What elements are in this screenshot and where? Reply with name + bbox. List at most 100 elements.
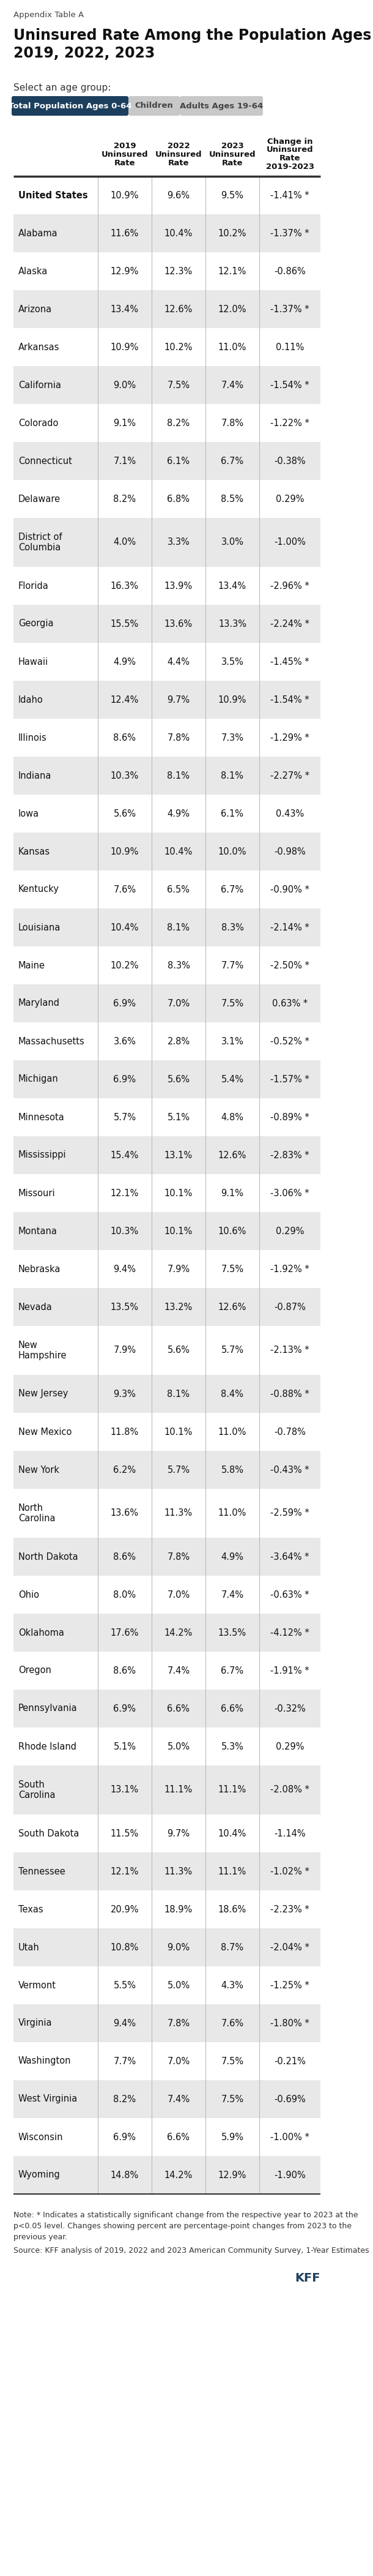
Text: Uninsured: Uninsured [266, 147, 313, 155]
Text: 7.3%: 7.3% [221, 734, 244, 742]
Bar [13, 175, 320, 214]
Bar [13, 252, 320, 291]
Text: 8.2%: 8.2% [113, 2094, 136, 2105]
Bar [13, 1613, 320, 1651]
Text: 5.4%: 5.4% [221, 1074, 244, 1084]
Bar [13, 443, 320, 479]
Text: -1.54% *: -1.54% * [270, 381, 309, 389]
Bar [13, 1538, 320, 1577]
Text: Illinois: Illinois [18, 734, 47, 742]
Text: 2.8%: 2.8% [167, 1036, 190, 1046]
Text: 11.0%: 11.0% [218, 343, 247, 353]
Text: 11.3%: 11.3% [164, 1868, 192, 1875]
Text: 10.4%: 10.4% [218, 1829, 247, 1839]
Text: -1.00%: -1.00% [274, 538, 306, 546]
Text: 14.8%: 14.8% [111, 2172, 139, 2179]
Text: Minnesota: Minnesota [18, 1113, 65, 1121]
Text: 6.7%: 6.7% [221, 456, 244, 466]
Bar [13, 1288, 320, 1327]
Text: 0.29%: 0.29% [276, 1741, 304, 1752]
Text: 5.6%: 5.6% [113, 809, 136, 819]
Text: New York: New York [18, 1466, 59, 1473]
Text: Total Population Ages 0-64: Total Population Ages 0-64 [9, 103, 132, 111]
Bar [13, 518, 320, 567]
Text: 6.8%: 6.8% [167, 495, 190, 502]
Text: Children: Children [135, 103, 173, 111]
Text: -1.25% *: -1.25% * [270, 1981, 309, 1989]
Text: Connecticut: Connecticut [18, 456, 72, 466]
Text: 12.6%: 12.6% [218, 1303, 247, 1311]
Text: -1.91% *: -1.91% * [270, 1667, 309, 1674]
Bar [13, 2117, 320, 2156]
Text: 13.1%: 13.1% [111, 1785, 139, 1795]
Text: Rate: Rate [222, 160, 243, 167]
Text: 4.3%: 4.3% [221, 1981, 244, 1989]
Text: 5.0%: 5.0% [167, 1741, 190, 1752]
Text: 13.1%: 13.1% [164, 1151, 192, 1159]
Text: Uninsured Rate Among the Population Ages 0-64 by State,
2019, 2022, 2023: Uninsured Rate Among the Population Ages… [13, 28, 373, 59]
Text: -0.90% *: -0.90% * [270, 886, 309, 894]
Text: -2.83% *: -2.83% * [270, 1151, 309, 1159]
Text: -2.08% *: -2.08% * [270, 1785, 309, 1795]
Bar [13, 1376, 320, 1412]
Bar [13, 1765, 320, 1814]
Text: 14.2%: 14.2% [164, 2172, 193, 2179]
Bar [13, 366, 320, 404]
Bar [13, 1061, 320, 1097]
Bar [13, 984, 320, 1023]
Text: 4.9%: 4.9% [167, 809, 190, 819]
Text: 8.1%: 8.1% [167, 1388, 190, 1399]
Text: 9.0%: 9.0% [113, 381, 136, 389]
Text: -1.41% *: -1.41% * [270, 191, 309, 201]
Text: 8.5%: 8.5% [221, 495, 244, 502]
Bar [13, 1097, 320, 1136]
Text: 5.6%: 5.6% [167, 1074, 190, 1084]
Text: 9.5%: 9.5% [221, 191, 244, 201]
Text: -1.02% *: -1.02% * [270, 1868, 309, 1875]
Text: 9.1%: 9.1% [113, 417, 136, 428]
Text: South Dakota: South Dakota [18, 1829, 79, 1839]
Text: Kentucky: Kentucky [18, 886, 59, 894]
Bar [13, 214, 320, 252]
Text: -0.21%: -0.21% [274, 2056, 306, 2066]
Bar [13, 2081, 320, 2117]
Text: 10.2%: 10.2% [164, 343, 193, 353]
Text: 20.9%: 20.9% [110, 1904, 139, 1914]
Text: 3.1%: 3.1% [221, 1036, 244, 1046]
Bar [13, 404, 320, 443]
Text: Missouri: Missouri [18, 1188, 56, 1198]
Text: 7.7%: 7.7% [221, 961, 244, 971]
Text: 4.0%: 4.0% [113, 538, 136, 546]
FancyBboxPatch shape [128, 95, 180, 116]
Bar [13, 567, 320, 605]
Text: 7.0%: 7.0% [167, 1589, 190, 1600]
Text: 10.1%: 10.1% [164, 1427, 193, 1437]
Text: 8.3%: 8.3% [167, 961, 190, 971]
Text: 7.1%: 7.1% [113, 456, 136, 466]
Text: 8.1%: 8.1% [167, 770, 190, 781]
Text: 7.8%: 7.8% [221, 417, 244, 428]
Text: New Mexico: New Mexico [18, 1427, 72, 1437]
Text: -0.43% *: -0.43% * [270, 1466, 309, 1473]
Text: -2.13% *: -2.13% * [270, 1345, 309, 1355]
Text: Louisiana: Louisiana [18, 922, 61, 933]
Text: 13.3%: 13.3% [218, 618, 247, 629]
Bar [13, 1175, 320, 1213]
Text: -1.54% *: -1.54% * [270, 696, 309, 703]
Text: 8.2%: 8.2% [113, 495, 136, 502]
Text: Colorado: Colorado [18, 417, 58, 428]
Bar [13, 1136, 320, 1175]
Text: 9.4%: 9.4% [113, 1265, 136, 1273]
Text: 4.4%: 4.4% [167, 657, 190, 667]
Bar [13, 1651, 320, 1690]
Text: -0.32%: -0.32% [274, 1703, 305, 1713]
Text: 13.5%: 13.5% [111, 1303, 139, 1311]
Text: 7.4%: 7.4% [167, 2094, 190, 2105]
Text: Appendix Table A: Appendix Table A [13, 10, 84, 18]
Text: -2.59% *: -2.59% * [270, 1510, 309, 1517]
Text: New
Hampshire: New Hampshire [18, 1340, 67, 1360]
Text: Indiana: Indiana [18, 770, 51, 781]
Text: 7.8%: 7.8% [167, 2020, 190, 2027]
Text: 7.7%: 7.7% [113, 2056, 136, 2066]
Text: 16.3%: 16.3% [111, 582, 139, 590]
